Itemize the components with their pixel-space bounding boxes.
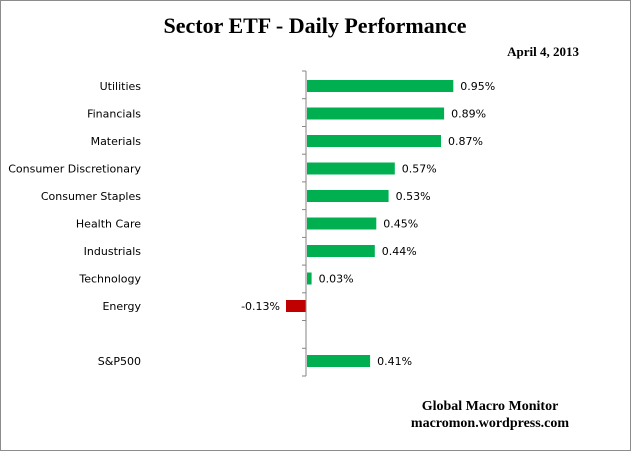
value-label-energy: -0.13%	[241, 300, 280, 313]
chart-date: April 4, 2013	[507, 44, 579, 59]
bar-sandp500	[307, 355, 371, 367]
bar-utilities	[307, 80, 454, 92]
category-label-technology: Technology	[78, 273, 141, 286]
bars-group	[286, 80, 454, 367]
value-label-consumer-staples: 0.53%	[396, 190, 431, 203]
bar-consumer-staples	[307, 190, 389, 202]
value-label-consumer-discretionary: 0.57%	[402, 163, 437, 176]
category-label-industrials: Industrials	[84, 245, 142, 258]
chart-title: Sector ETF - Daily Performance	[163, 13, 466, 38]
category-labels: Utilities Financials Materials Consumer Dis…	[8, 80, 141, 368]
category-label-energy: Energy	[102, 300, 141, 313]
credit-line-1: Global Macro Monitor	[422, 399, 559, 414]
category-label-materials: Materials	[91, 135, 142, 148]
category-label-consumer-staples: Consumer Staples	[41, 190, 141, 203]
category-label-consumer-discretionary: Consumer Discretionary	[8, 163, 141, 176]
value-labels: 0.95% 0.89% 0.87% 0.57% 0.53% 0.45% 0.44% 0.03%…	[241, 80, 495, 368]
credit-line-2: macromon.wordpress.com	[411, 416, 569, 431]
value-label-health-care: 0.45%	[383, 218, 418, 231]
bar-health-care	[307, 217, 377, 230]
category-label-utilities: Utilities	[100, 80, 142, 93]
value-label-sandp500: 0.41%	[377, 355, 412, 368]
bar-consumer-discretionary	[307, 162, 395, 175]
category-label-health-care: Health Care	[76, 218, 141, 231]
value-label-utilities: 0.95%	[460, 80, 495, 93]
bar-technology	[307, 272, 312, 285]
value-label-industrials: 0.44%	[382, 245, 417, 258]
bar-industrials	[307, 245, 375, 257]
bar-energy	[286, 300, 306, 312]
bar-materials	[307, 135, 441, 147]
value-label-materials: 0.87%	[448, 135, 483, 148]
value-label-technology: 0.03%	[319, 273, 354, 286]
category-label-sandp500: S&P500	[98, 355, 141, 368]
bar-financials	[307, 107, 445, 120]
axis-ticks	[302, 70, 306, 377]
category-label-financials: Financials	[87, 108, 141, 121]
value-label-financials: 0.89%	[451, 108, 486, 121]
